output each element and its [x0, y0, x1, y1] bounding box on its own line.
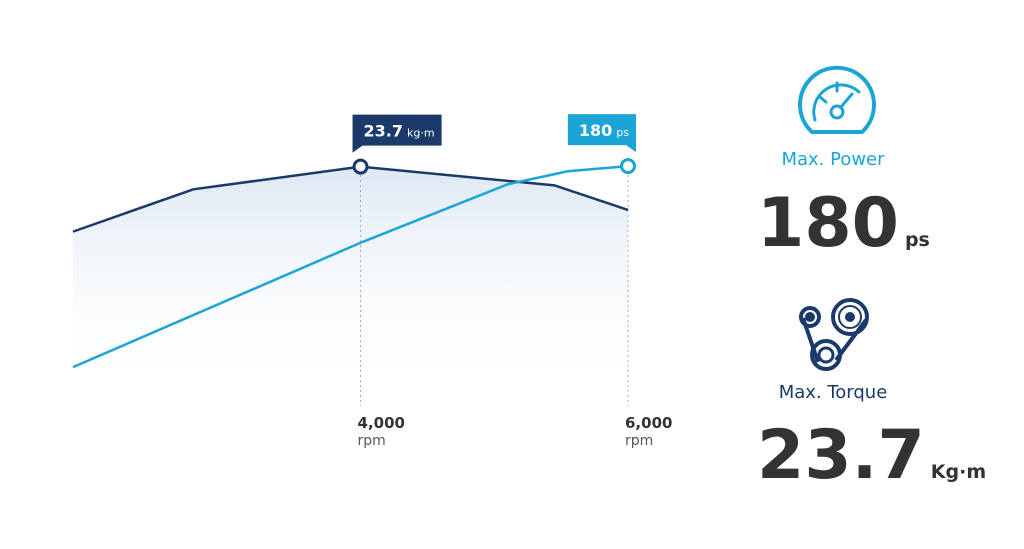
- callout-box: [352, 114, 442, 153]
- series-line: [72, 164, 629, 369]
- peak-marker: [352, 158, 369, 175]
- callout-unit: ps: [616, 126, 629, 139]
- stat-value: 180 ps: [757, 184, 930, 263]
- x-tick-label: 4,000: [358, 414, 405, 432]
- callout: 23.7 kg·m: [352, 114, 442, 153]
- callout-text: 23.7 kg·m: [364, 122, 435, 141]
- stat-number: 23.7: [757, 416, 925, 495]
- x-unit: rpm: [625, 433, 653, 449]
- stat-number: 180: [757, 184, 899, 263]
- callout-value: 23.7: [364, 122, 403, 141]
- stat-label: Max. Torque: [779, 382, 888, 403]
- stat-unit: Kg·m: [931, 461, 986, 483]
- torque-icon: [799, 298, 869, 371]
- callout-text: 180 ps: [579, 121, 629, 140]
- callout-box: [567, 114, 636, 153]
- callout-value: 180: [579, 121, 612, 140]
- area: [73, 166, 628, 400]
- x-tick-label: 6,000: [625, 414, 672, 432]
- peak-marker: [620, 158, 636, 175]
- x-unit: rpm: [358, 433, 386, 449]
- power-icon: [798, 65, 876, 134]
- callout-unit: kg·m: [407, 127, 435, 140]
- stat-label: Max. Power: [781, 149, 885, 170]
- stat-unit: ps: [905, 229, 930, 251]
- callout: 180 ps: [567, 114, 636, 153]
- stat-value: 23.7 Kg·m: [757, 416, 986, 495]
